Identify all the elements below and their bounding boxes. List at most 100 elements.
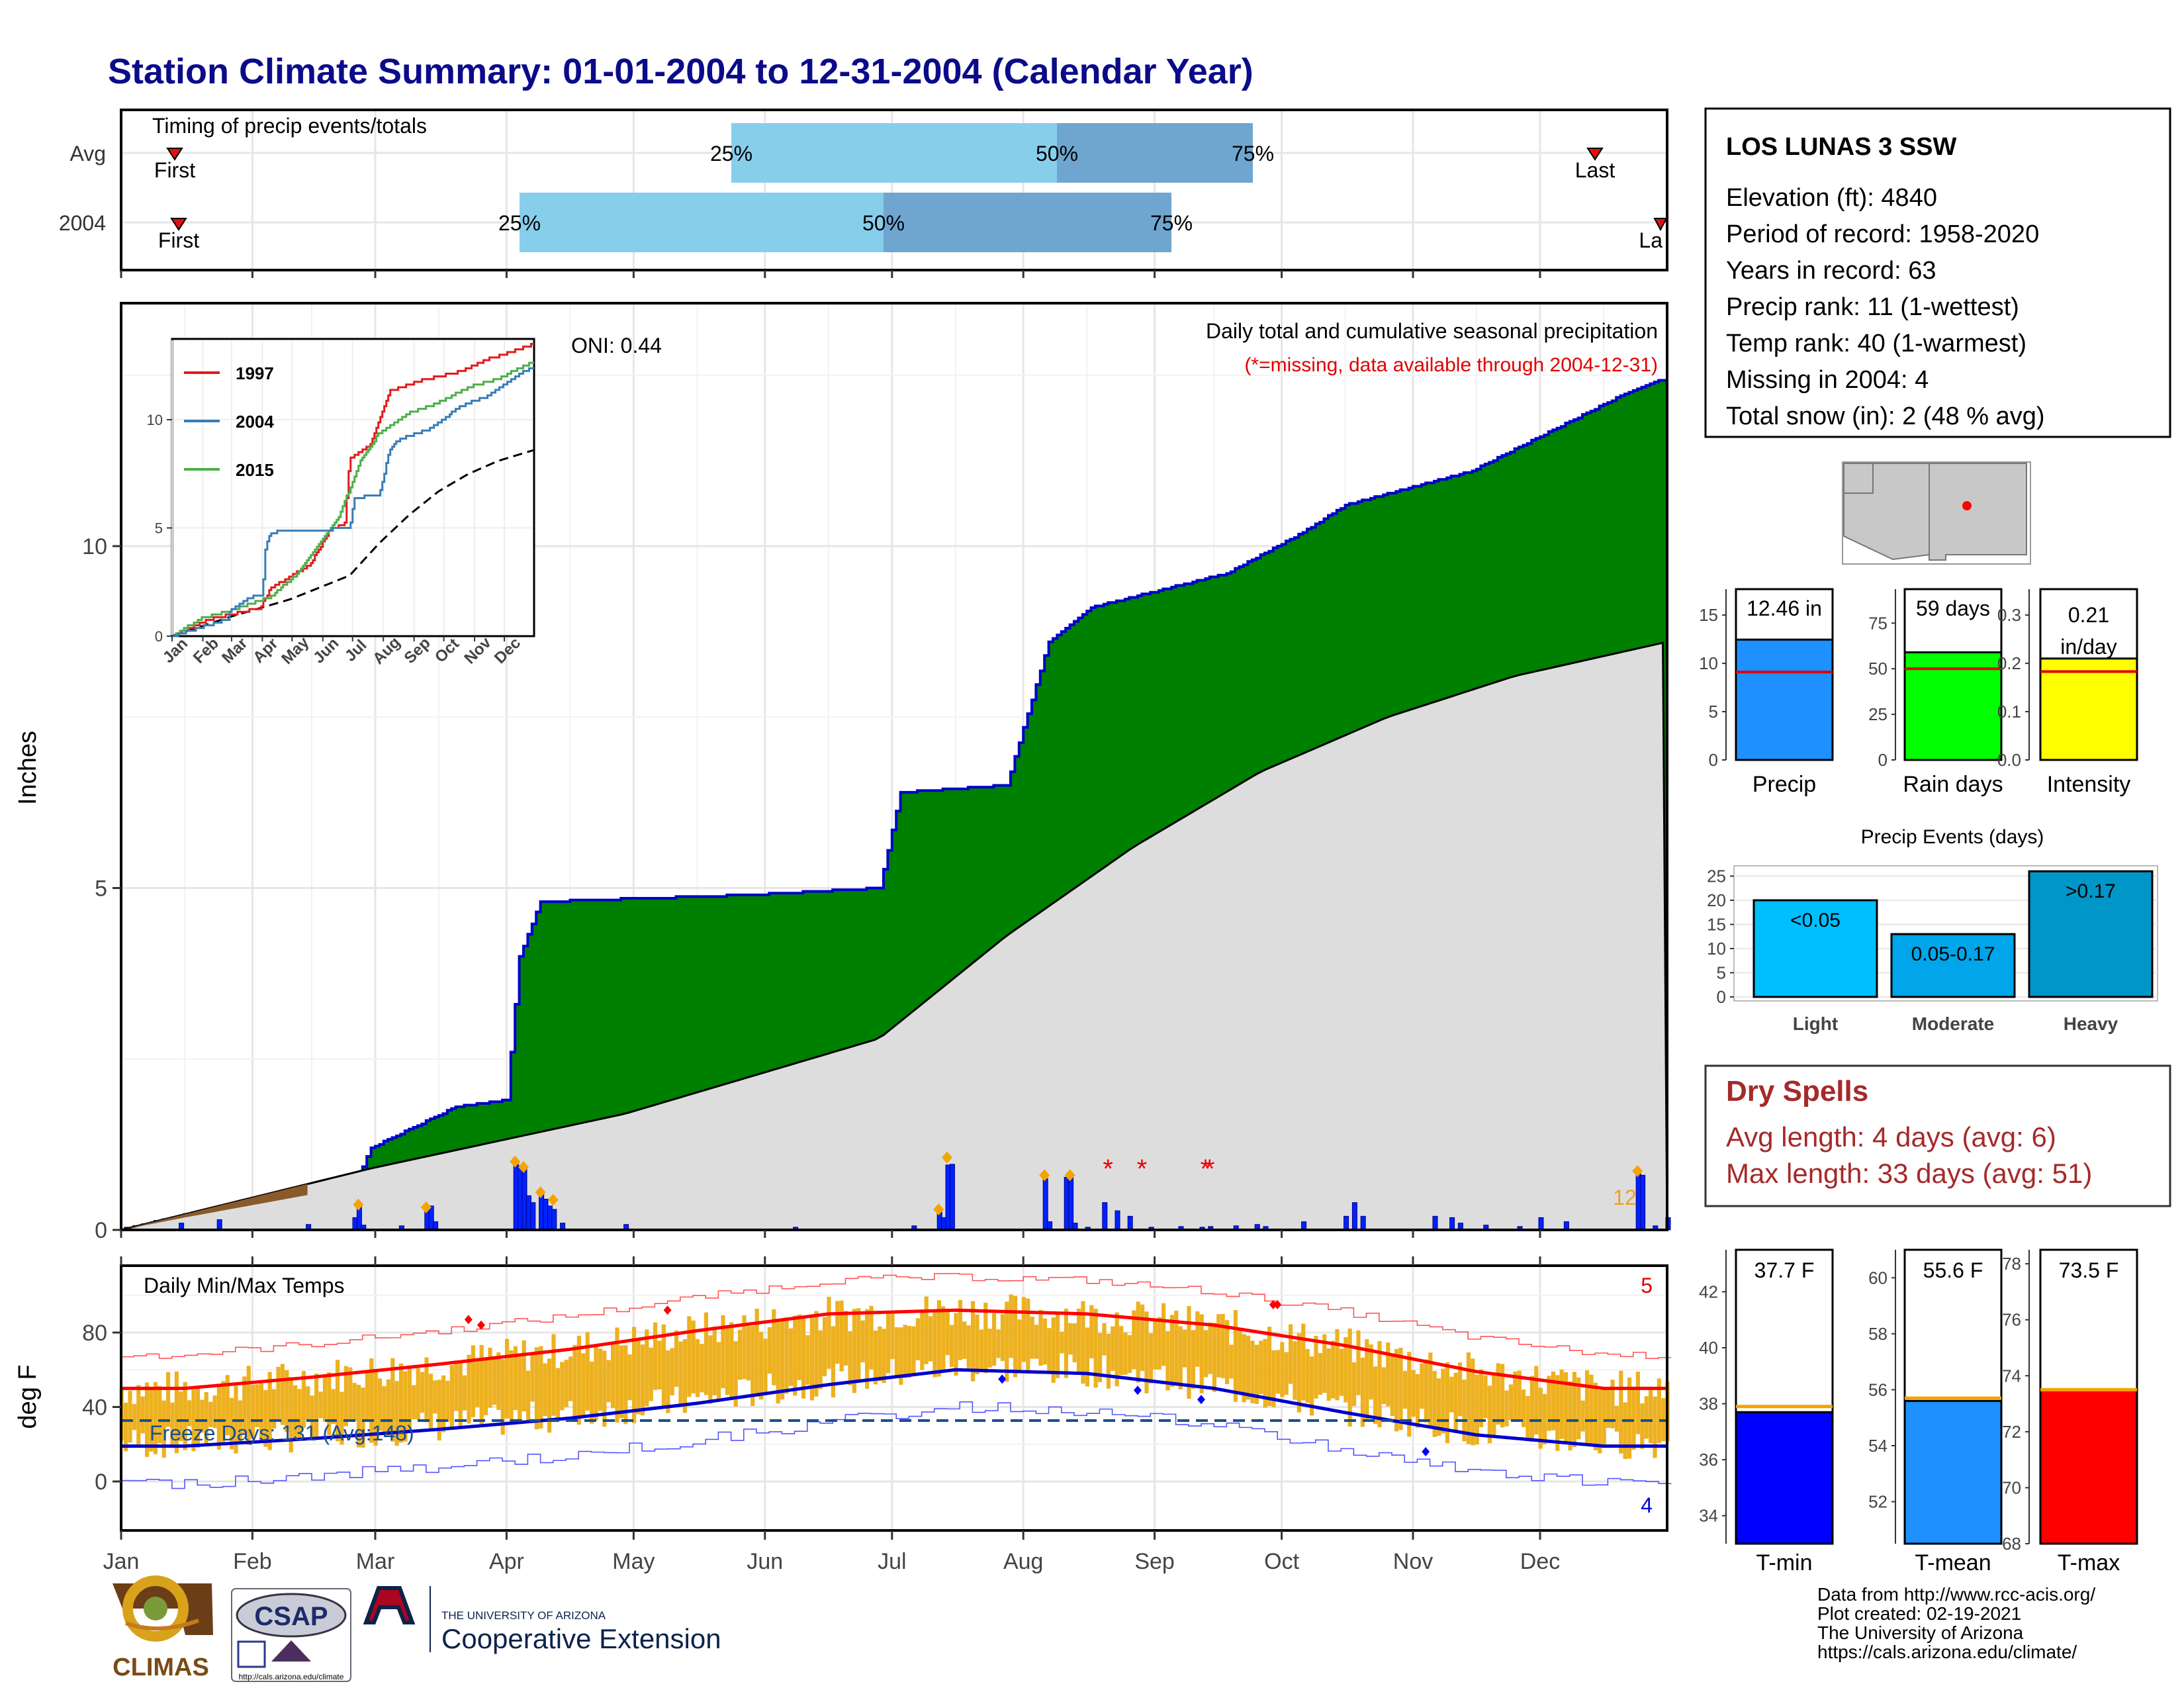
stat-bar-0	[1735, 638, 1834, 761]
tstat-ytick-0-4: 42	[1699, 1282, 1718, 1301]
csap-url: http://cals.arizona.edu/climate	[239, 1672, 344, 1681]
credit-url: https://cals.arizona.edu/climate/	[1817, 1642, 2077, 1662]
events-category-2: Heavy	[2064, 1013, 2118, 1034]
stat-value-2: 0.21	[2068, 603, 2109, 627]
month-label-1: Feb	[233, 1549, 272, 1574]
tstat-ytick-2-5: 78	[2002, 1254, 2021, 1274]
tstat-ytick-0-3: 40	[1699, 1338, 1718, 1358]
month-label-6: Jul	[878, 1549, 906, 1574]
inset-ytick-1: 5	[155, 520, 163, 537]
avg-p50: 50%	[1036, 142, 1078, 165]
events-bar-label-2: >0.17	[2066, 880, 2116, 902]
avg-p25: 25%	[710, 142, 752, 165]
tstat-value-1: 55.6 F	[1923, 1258, 1983, 1282]
missing-day-markers: * * **	[1103, 1154, 1214, 1184]
station-dot	[1962, 501, 1972, 510]
extremes-count: 12	[1613, 1186, 1637, 1209]
stat-label-1: Rain days	[1903, 772, 2003, 797]
precip-header: Daily total and cumulative seasonal prec…	[1206, 319, 1658, 343]
record-high-4	[1273, 1299, 1282, 1309]
normal-max-line	[121, 1308, 1667, 1390]
extreme-marker-2	[510, 1155, 521, 1168]
arizona-shape	[1843, 463, 1930, 561]
stat-bar-1	[1903, 651, 2003, 761]
tstat-ytick-0-2: 38	[1699, 1394, 1718, 1414]
inset-ytick-2: 10	[147, 412, 163, 428]
yr-p25: 25%	[498, 211, 541, 235]
events-bar-1	[1890, 933, 2016, 998]
stat-ytick-0-0: 0	[1709, 750, 1718, 770]
temp-ytick-1: 40	[82, 1395, 107, 1421]
station-elevation: Elevation (ft): 4840	[1726, 184, 1937, 212]
inset-ytick-0: 0	[155, 628, 163, 645]
precip-bar-47	[1432, 1215, 1438, 1231]
extreme-marker-10	[1632, 1165, 1643, 1178]
tstat-ytick-2-2: 72	[2002, 1422, 2021, 1442]
tstat-value-2: 73.5 F	[2059, 1258, 2119, 1282]
yr-first-label: First	[158, 228, 199, 252]
record-low-2	[1197, 1395, 1205, 1405]
temp-ytick-2: 80	[82, 1321, 107, 1346]
inset-legend-2015: 2015	[236, 460, 274, 480]
record-high-3	[1269, 1299, 1277, 1309]
month-label-9: Oct	[1264, 1549, 1299, 1574]
stat-value-unit-2: in/day	[2060, 635, 2116, 659]
precip-bar-52	[1538, 1217, 1544, 1231]
record-min-line	[121, 1401, 1672, 1489]
stat-value-0: 12.46 in	[1747, 596, 1822, 620]
normal-min-line	[121, 1368, 1667, 1448]
precip-bar-44	[1343, 1215, 1349, 1231]
stat-ytick-0-1: 5	[1709, 702, 1718, 722]
dry-spells-title: Dry Spells	[1726, 1075, 1868, 1107]
tstat-ytick-0-1: 36	[1699, 1450, 1718, 1470]
station-temp-rank: Temp rank: 40 (1-warmest)	[1726, 330, 2026, 357]
inset-normal-line	[171, 449, 533, 637]
extreme-marker-3	[518, 1160, 529, 1173]
ua-big-text: Cooperative Extension	[441, 1623, 721, 1654]
month-label-0: Jan	[103, 1549, 140, 1574]
page-title: Station Climate Summary: 01-01-2004 to 1…	[108, 52, 1253, 91]
tstat-bar-2	[2039, 1388, 2138, 1545]
yr-p50: 50%	[862, 211, 905, 235]
inset-legend-1997: 1997	[236, 363, 274, 383]
tstat-ytick-1-3: 58	[1868, 1324, 1888, 1344]
stat-ytick-0-2: 10	[1699, 653, 1718, 673]
tstat-bar-1	[1903, 1399, 2003, 1545]
stat-label-2: Intensity	[2047, 772, 2131, 797]
month-label-8: Sep	[1134, 1549, 1175, 1574]
precip-bar-30	[1068, 1176, 1074, 1231]
events-ytick-1: 5	[1717, 963, 1726, 983]
avg-50-75-bar	[1057, 123, 1253, 183]
record-low-0	[998, 1374, 1007, 1384]
record-min-count: 4	[1641, 1493, 1653, 1517]
timing-panel: Timing of precip events/totals Avg 2004 …	[59, 109, 1668, 271]
events-title: Precip Events (days)	[1861, 826, 2044, 848]
dry-spells-box: Dry Spells Avg length: 4 days (avg: 6) M…	[1704, 1064, 2171, 1207]
station-info: LOS LUNAS 3 SSW Elevation (ft): 4840 Per…	[1704, 107, 2171, 438]
precip-y-axis: 0 5 10	[82, 270, 1541, 1243]
stat-ytick-2-1: 0.1	[1997, 702, 2021, 722]
precip-panel: * * ** Daily total and cumulative seasonal…	[14, 270, 1671, 1243]
avg-last-marker	[1586, 148, 1604, 161]
month-label-5: Jun	[747, 1549, 783, 1574]
precip-events-chart: Precip Events (days) 0 5 10 15 20 25 <0.05 Ligh…	[1707, 826, 2158, 1034]
normal-cumulative-area	[120, 641, 1668, 1231]
station-precip-rank: Precip rank: 11 (1-wettest)	[1726, 293, 2019, 321]
precip-ytick-1: 5	[95, 876, 107, 902]
below-normal-area	[121, 1184, 308, 1230]
events-ytick-2: 10	[1707, 939, 1726, 959]
precip-y-label: Inches	[14, 731, 42, 805]
daily-precip-bars	[179, 1151, 1671, 1231]
csap-logo: CSAP http://cals.arizona.edu/climate	[231, 1588, 351, 1682]
events-ytick-4: 20	[1707, 890, 1726, 910]
stat-ytick-1-1: 25	[1868, 704, 1888, 724]
location-map	[1842, 461, 2031, 565]
extreme-marker-9	[1064, 1169, 1075, 1182]
temp-panel: Daily Min/Max Temps Freeze Days: 131 (Av…	[14, 1256, 1672, 1574]
yr-p75: 75%	[1150, 211, 1193, 235]
yr-last-label: La	[1639, 228, 1662, 252]
stat-ytick-0-3: 15	[1699, 605, 1718, 625]
month-axis: Jan Feb Mar Apr May Jun Jul Aug Sep Oct Nov Dec	[103, 1256, 1560, 1574]
extreme-marker-1	[420, 1201, 432, 1213]
precip-bar-33	[1102, 1202, 1108, 1231]
